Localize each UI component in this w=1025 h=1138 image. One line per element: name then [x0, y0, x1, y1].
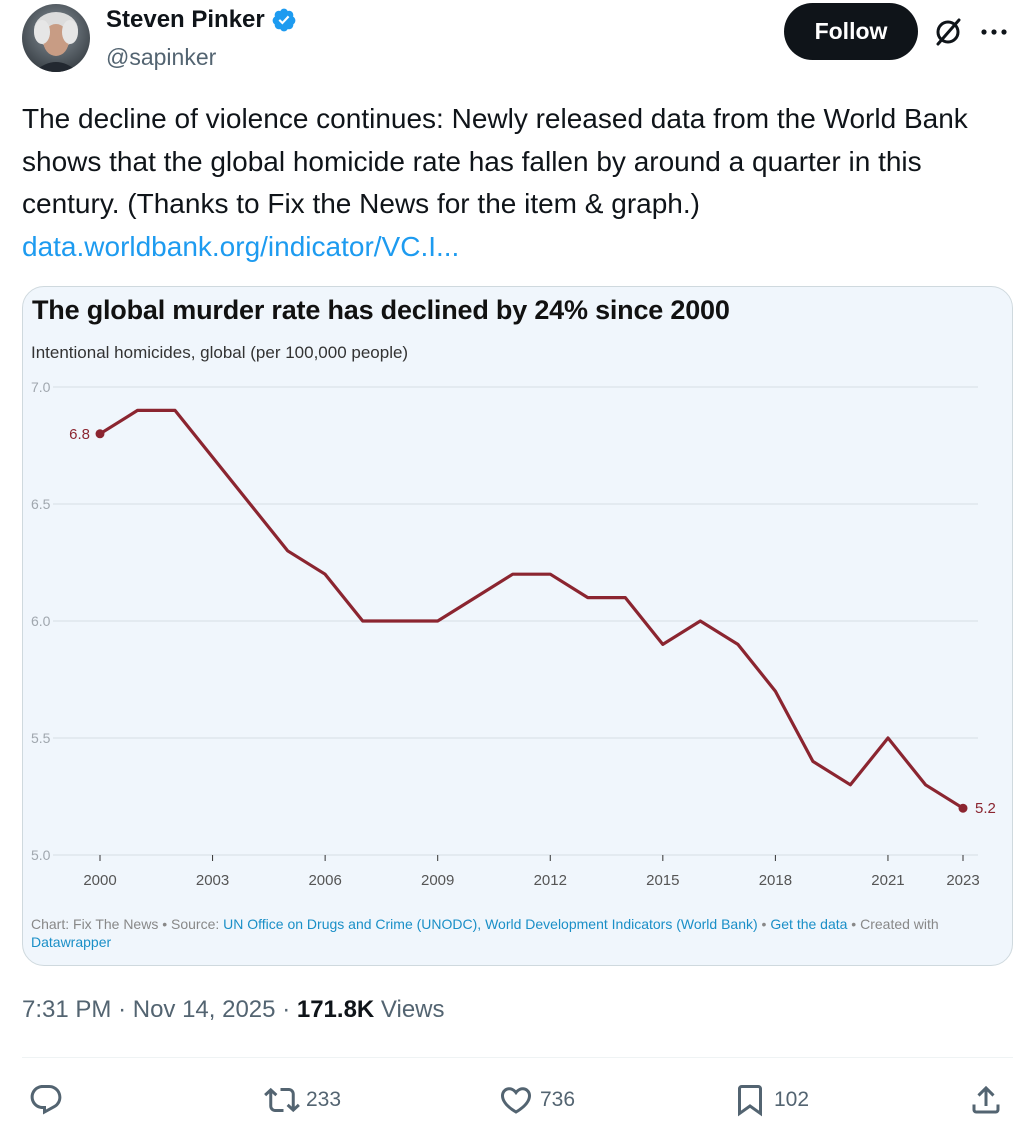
- footer-created: • Created with: [847, 916, 939, 932]
- grok-icon[interactable]: [932, 16, 964, 48]
- like-button[interactable]: 736: [498, 1080, 575, 1120]
- x-tick-label: 2023: [946, 872, 979, 889]
- bookmark-icon: [738, 1085, 762, 1117]
- reply-icon: [30, 1085, 62, 1115]
- data-point: [95, 429, 105, 439]
- x-tick-label: 2021: [871, 872, 904, 889]
- x-tick-label: 2000: [83, 872, 116, 889]
- chart-subtitle: Intentional homicides, global (per 100,0…: [31, 343, 409, 362]
- x-tick-label: 2003: [196, 872, 229, 889]
- bookmark-button[interactable]: 102: [732, 1080, 809, 1120]
- x-tick-label: 2018: [759, 872, 792, 889]
- retweet-icon: [264, 1087, 300, 1113]
- author-handle[interactable]: @sapinker: [106, 44, 217, 70]
- footer-datawrapper-link[interactable]: Datawrapper: [31, 934, 112, 950]
- y-tick-label: 6.0: [31, 613, 51, 629]
- x-tick-label: 2006: [308, 872, 341, 889]
- chart-media[interactable]: The global murder rate has declined by 2…: [22, 286, 1013, 966]
- chart-footer: Chart: Fix The News • Source: UN Office …: [31, 915, 991, 951]
- footer-get-data-link[interactable]: Get the data: [770, 916, 848, 932]
- tweet-date[interactable]: Nov 14, 2025: [132, 996, 276, 1023]
- verified-badge-icon[interactable]: [271, 7, 297, 33]
- tweet-text: The decline of violence continues: Newly…: [22, 103, 968, 219]
- meta-dot: ·: [118, 996, 133, 1023]
- footer-prefix: Chart: Fix The News • Source:: [31, 916, 224, 932]
- tweet-time[interactable]: 7:31 PM: [22, 996, 112, 1023]
- meta-dot: ·: [282, 996, 297, 1023]
- x-tick-label: 2009: [421, 872, 454, 889]
- heart-icon: [500, 1087, 532, 1114]
- divider: [22, 1057, 1013, 1058]
- bookmark-count: 102: [774, 1088, 810, 1111]
- share-button[interactable]: [968, 1080, 1004, 1120]
- retweet-button[interactable]: 233: [264, 1080, 341, 1120]
- more-options-icon[interactable]: [978, 16, 1010, 48]
- tweet-meta: 7:31 PM · Nov 14, 2025 · 171.8K Views: [22, 996, 445, 1024]
- data-label: 5.2: [975, 800, 996, 817]
- footer-sep: •: [757, 916, 771, 932]
- like-count: 736: [540, 1088, 576, 1111]
- y-tick-label: 6.5: [31, 496, 51, 512]
- share-icon: [972, 1085, 1000, 1114]
- reply-button[interactable]: [28, 1080, 64, 1120]
- view-count: 171.8K: [296, 996, 375, 1023]
- x-tick-label: 2015: [646, 872, 679, 889]
- author-name[interactable]: Steven Pinker: [106, 6, 265, 33]
- follow-button[interactable]: Follow: [784, 3, 918, 60]
- tweet-link[interactable]: data.worldbank.org/indicator/VC.I...: [22, 230, 460, 262]
- series-line: [99, 408, 964, 810]
- retweet-count: 233: [306, 1088, 342, 1111]
- y-tick-label: 5.0: [31, 847, 51, 863]
- author-avatar[interactable]: [22, 4, 90, 72]
- tweet-body: The decline of violence continues: Newly…: [22, 98, 1012, 268]
- footer-source-link[interactable]: UN Office on Drugs and Crime (UNODC), Wo…: [223, 916, 758, 932]
- views-label: Views: [380, 996, 445, 1023]
- tweet-header: Steven Pinker @sapinker Follow: [0, 0, 1025, 90]
- data-point: [958, 803, 968, 813]
- chart-title: The global murder rate has declined by 2…: [32, 295, 730, 325]
- data-label: 6.8: [69, 426, 90, 443]
- x-tick-label: 2012: [534, 872, 567, 889]
- y-tick-label: 7.0: [31, 379, 51, 395]
- line-chart: 5.0 5.5 6.0 6.5 7.0 2000 2003 2006 2009 2012 2015 2…: [31, 379, 996, 889]
- y-tick-label: 5.5: [31, 730, 51, 746]
